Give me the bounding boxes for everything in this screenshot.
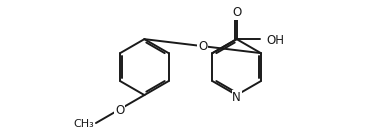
Text: CH₃: CH₃ <box>73 119 94 129</box>
Text: OH: OH <box>266 34 284 47</box>
Text: O: O <box>115 104 124 117</box>
Text: O: O <box>198 40 207 53</box>
Text: O: O <box>232 6 241 19</box>
Text: N: N <box>232 91 241 104</box>
